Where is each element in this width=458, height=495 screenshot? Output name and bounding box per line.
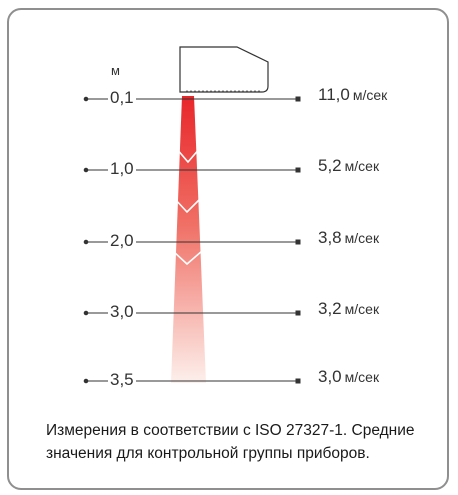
speed-value: 5,2 (318, 156, 342, 175)
speed-value: 3,2 (318, 299, 342, 318)
line-start-dot (83, 96, 89, 102)
distance-unit-label: м (111, 63, 120, 78)
speed-unit: м/сек (344, 369, 380, 385)
speed-unit: м/сек (344, 301, 380, 317)
measurement-note: Измерения в соответствии с ISO 27327-1. … (46, 422, 415, 462)
device-outline (179, 46, 269, 93)
speed-label: 3,2 м/сек (318, 299, 379, 319)
flow-chevron (173, 197, 202, 214)
measurement-row: 0,1 11,0 м/cек (0, 85, 458, 112)
distance-label: 0,1 (108, 88, 136, 108)
speed-unit: м/cек (352, 87, 388, 103)
speed-unit: м/сек (344, 158, 380, 174)
measurement-row: 2,0 3,8 м/сек (0, 228, 458, 255)
flow-chevron (175, 147, 201, 164)
measurement-row: 3,0 3,2 м/сек (0, 299, 458, 326)
speed-value: 3,8 (318, 228, 342, 247)
line-end-marker (295, 167, 301, 173)
speed-label: 11,0 м/cек (318, 85, 387, 105)
distance-label: 2,0 (108, 231, 136, 251)
speed-value: 11,0 (318, 85, 350, 104)
distance-label: 3,5 (108, 370, 136, 390)
distance-label: 1,0 (108, 159, 136, 179)
air-beam (171, 96, 206, 383)
line-start-dot (83, 167, 89, 173)
speed-label: 3,8 м/сек (318, 228, 379, 248)
measurement-row: 1,0 5,2 м/сек (0, 156, 458, 183)
line-start-dot (83, 378, 89, 384)
line-end-marker (295, 310, 301, 316)
flow-chevron (172, 250, 203, 266)
line-end-marker (295, 378, 301, 384)
speed-value: 3,0 (318, 367, 342, 386)
speed-label: 5,2 м/сек (318, 156, 379, 176)
line-start-dot (83, 310, 89, 316)
flow-chevrons (172, 147, 203, 266)
speed-label: 3,0 м/сек (318, 367, 379, 387)
speed-unit: м/сек (344, 230, 380, 246)
line-end-marker (295, 239, 301, 245)
line-end-marker (295, 96, 301, 102)
line-start-dot (83, 239, 89, 245)
distance-label: 3,0 (108, 302, 136, 322)
measurement-row: 3,5 3,0 м/сек (0, 367, 458, 394)
